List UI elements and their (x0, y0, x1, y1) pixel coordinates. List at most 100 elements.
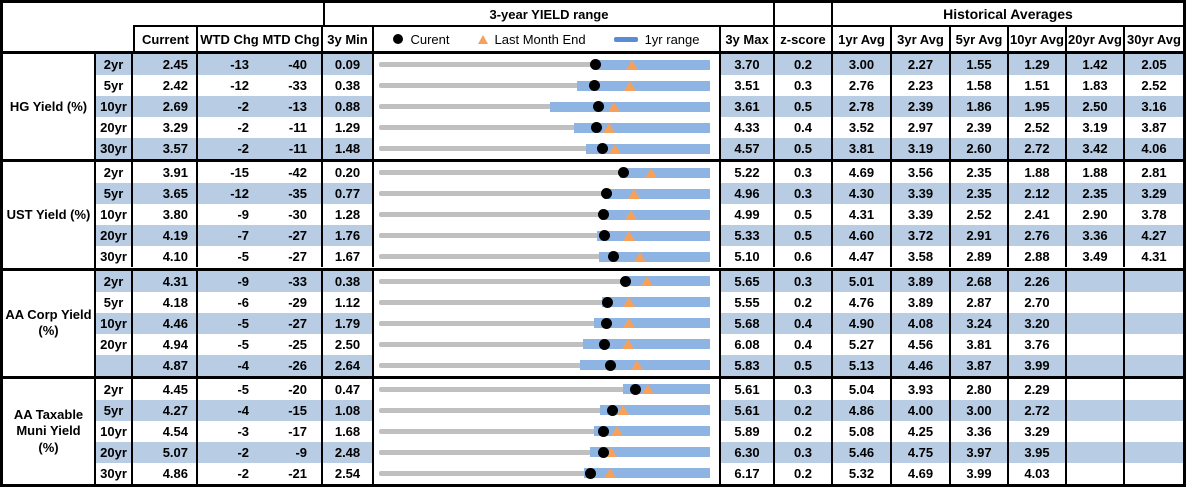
3y-max-value: 5.22 (721, 162, 775, 184)
current-value: 2.69 (133, 96, 198, 118)
current-marker-icon (606, 404, 618, 416)
3yr-avg-value: 4.08 (892, 312, 951, 334)
historical-averages-title: Historical Averages (943, 6, 1073, 22)
table-row: 30yr 4.10 -5 -27 1.67 5.10 0.6 4.47 3.58… (96, 246, 1183, 268)
3y-max-value: 5.89 (721, 420, 775, 442)
last-month-end-marker-icon (642, 384, 655, 395)
last-month-end-marker-icon (623, 80, 636, 91)
20yr-avg-value (1067, 399, 1125, 421)
tenor-label: 2yr (96, 270, 133, 292)
yield-range-chart-cell (374, 333, 721, 355)
1yr-range-bar (583, 339, 710, 350)
current-value: 4.46 (133, 312, 198, 334)
z-score-value: 0.3 (775, 162, 833, 184)
yield-range-chart-cell (374, 378, 721, 400)
current-marker-icon (597, 143, 609, 155)
20yr-avg-value: 2.50 (1067, 96, 1125, 118)
1yr-avg-value: 3.81 (833, 138, 892, 160)
tenor-label: 20yr (96, 441, 133, 463)
tenor-label (96, 354, 133, 376)
tenor-label: 10yr (96, 312, 133, 334)
wtd-chg-value: -5 (237, 381, 249, 397)
5yr-avg-value: 3.00 (951, 399, 1009, 421)
20yr-avg-value (1067, 312, 1125, 334)
20yr-avg-value (1067, 291, 1125, 313)
tenor-label: 2yr (96, 378, 133, 400)
3yr-avg-value: 2.27 (892, 54, 951, 76)
current-marker-icon (598, 209, 610, 221)
current-value: 4.31 (133, 270, 198, 292)
tenor-label: 2yr (96, 54, 133, 76)
section-hg-yield: HG Yield (%) 2yr 2.45 -13 -40 0.09 3.70 … (3, 54, 1183, 163)
current-marker-icon (600, 317, 612, 329)
30yr-avg-value (1125, 292, 1183, 313)
5yr-avg-value: 3.99 (951, 462, 1009, 484)
range-chart-title: 3-year YIELD range (323, 3, 775, 25)
current-value: 4.94 (133, 333, 198, 355)
table-row: 5yr 3.65 -12 -35 0.77 4.96 0.3 4.30 3.39… (96, 183, 1183, 205)
1yr-avg-value: 5.01 (833, 270, 892, 292)
tenor-label: 2yr (96, 162, 133, 184)
wtd-chg-value: -4 (237, 357, 249, 373)
section-aa-corp-yield: AA Corp Yield (%) 2yr 4.31 -9 -33 0.38 5… (3, 270, 1183, 379)
current-marker-icon (589, 80, 601, 92)
30yr-avg-value (1125, 379, 1183, 400)
table-row: 30yr 4.86 -2 -21 2.54 6.17 0.2 5.32 4.69… (96, 462, 1183, 484)
3yr-avg-value: 2.39 (892, 96, 951, 118)
3y-min-value: 0.38 (323, 270, 374, 292)
3yr-avg-value: 3.72 (892, 225, 951, 247)
current-marker-icon (607, 251, 619, 263)
column-header-3y-min: 3y Min (323, 25, 374, 51)
20yr-avg-value (1067, 378, 1125, 400)
mtd-chg-value: -33 (261, 270, 323, 292)
wtd-chg-value: -5 (237, 336, 249, 352)
10yr-avg-value: 2.70 (1009, 291, 1067, 313)
3yr-avg-value: 4.46 (892, 354, 951, 376)
3yr-avg-value: 4.25 (892, 420, 951, 442)
3y-min-value: 1.68 (323, 420, 374, 442)
wtd-chg-value: -2 (237, 120, 249, 136)
30yr-avg-value (1125, 271, 1183, 292)
10yr-avg-value: 2.88 (1009, 246, 1067, 268)
10yr-avg-value: 1.88 (1009, 162, 1067, 184)
wtd-chg-value: -12 (230, 186, 249, 202)
3yr-avg-value: 3.39 (892, 204, 951, 226)
3y-max-value: 5.33 (721, 225, 775, 247)
yield-range-chart-cell (374, 441, 721, 463)
legend-last-month-label: Last Month End (494, 31, 586, 47)
tenor-label: 5yr (96, 399, 133, 421)
last-month-end-marker-icon (623, 318, 636, 329)
1yr-range-bar (596, 230, 710, 241)
tenor-label: 5yr (96, 183, 133, 205)
mtd-chg-value: -33 (261, 75, 323, 97)
3y-range-track (379, 449, 710, 455)
section-aa-taxable-muni-yield: AA Taxable Muni Yield (%) 2yr 4.45 -5 -2… (3, 378, 1183, 484)
section-label: UST Yield (%) (3, 162, 96, 268)
30yr-avg-value (1125, 355, 1183, 376)
last-month-end-marker-icon (631, 360, 644, 371)
3yr-avg-value: 3.39 (892, 183, 951, 205)
current-marker-icon (597, 446, 609, 458)
5yr-avg-value: 1.55 (951, 54, 1009, 76)
5yr-avg-value: 2.35 (951, 162, 1009, 184)
current-marker-icon (598, 230, 610, 242)
1yr-avg-value: 2.76 (833, 75, 892, 97)
tenor-label: 5yr (96, 291, 133, 313)
30yr-avg-value: 4.06 (1141, 141, 1167, 157)
3yr-avg-value: 4.75 (892, 441, 951, 463)
3y-min-value: 0.47 (323, 378, 374, 400)
3y-max-value: 3.61 (721, 96, 775, 118)
z-score-value: 0.5 (775, 225, 833, 247)
yield-range-chart-cell (374, 204, 721, 226)
yield-range-chart-cell (374, 225, 721, 247)
mtd-chg-value: -27 (261, 246, 323, 268)
current-value: 4.19 (133, 225, 198, 247)
z-score-value: 0.2 (775, 399, 833, 421)
3yr-avg-value: 3.93 (892, 378, 951, 400)
3y-range-track (379, 233, 710, 239)
1yr-avg-value: 4.86 (833, 399, 892, 421)
wtd-chg-value: -7 (237, 228, 249, 244)
3y-min-value: 1.48 (323, 138, 374, 160)
wtd-chg-value: -2 (237, 444, 249, 460)
3yr-avg-value: 3.89 (892, 270, 951, 292)
